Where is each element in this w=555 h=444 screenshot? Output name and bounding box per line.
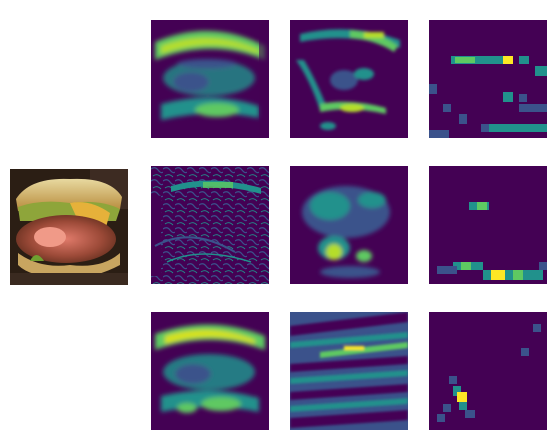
activation-map-r2-c1 xyxy=(151,166,269,284)
activation-map-r3-c2 xyxy=(290,312,408,430)
activation-map-r1-c2 xyxy=(290,20,408,138)
activation-map-r2-c3 xyxy=(429,166,547,284)
activation-map-r1-c1 xyxy=(151,20,269,138)
activation-map-r2-c2 xyxy=(290,166,408,284)
activation-map-r1-c3 xyxy=(429,20,547,138)
activation-map-r3-c3 xyxy=(429,312,547,430)
input-burger-photo xyxy=(10,169,128,285)
activation-map-r3-c1 xyxy=(151,312,269,430)
